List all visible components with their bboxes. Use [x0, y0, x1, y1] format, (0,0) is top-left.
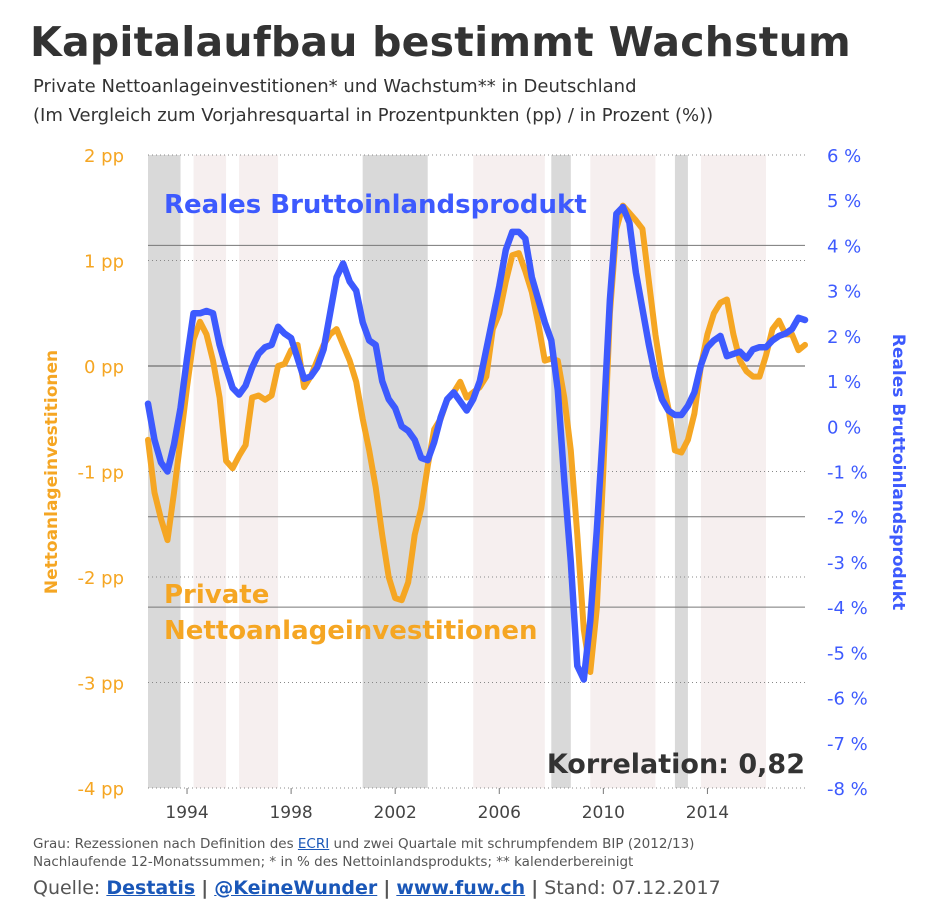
period-band — [193, 155, 227, 788]
y-right-tick-label: 6 % — [827, 146, 861, 167]
y-right-tick-label: -6 % — [827, 689, 868, 710]
y-right-tick-label: 3 % — [827, 282, 861, 303]
x-tick-label: 2006 — [478, 803, 521, 823]
x-axis-tick-labels: 1994 1998 2002 2006 2010 2014 — [165, 788, 729, 823]
y-left-tick-label: -2 pp — [77, 568, 124, 589]
source-date: Stand: 07.12.2017 — [544, 877, 721, 899]
y-right-tick-label: 4 % — [827, 236, 861, 257]
invest-series-annotation-line2: Nettoanlageinvestitionen — [164, 616, 538, 646]
y-right-tick-label: -4 % — [827, 598, 868, 619]
series-lines — [144, 202, 809, 683]
x-tick-label: 2014 — [686, 803, 729, 823]
footnote-definitions: Nachlaufende 12-Monatssummen; * in % des… — [33, 854, 634, 870]
chart-subtitle: Private Nettoanlageinvestitionen* und Wa… — [33, 76, 637, 97]
y-right-tick-label: -5 % — [827, 643, 868, 664]
separator: | — [383, 877, 391, 899]
chart-title: Kapitalaufbau bestimmt Wachstum — [30, 18, 851, 66]
chart-subtitle-units: (Im Vergleich zum Vorjahresquartal in Pr… — [33, 105, 714, 126]
source-label: Quelle: — [33, 877, 107, 899]
y-right-tick-label: 5 % — [827, 191, 861, 212]
y-left-tick-label: -1 pp — [77, 463, 124, 484]
y-left-tick-label: -3 pp — [77, 674, 124, 695]
y-right-tick-label: 2 % — [827, 327, 861, 348]
source-line: Quelle: Destatis | @KeineWunder | www.fu… — [33, 877, 721, 899]
y-right-tick-label: 0 % — [827, 417, 861, 438]
ecri-link[interactable]: ECRI — [297, 836, 330, 852]
x-tick-label: 2010 — [582, 803, 625, 823]
correlation-label: Korrelation: 0,82 — [547, 749, 805, 780]
recession-band — [674, 155, 688, 788]
left-axis-tick-labels: 2 pp 1 pp 0 pp -1 pp -2 pp -3 pp -4 pp — [77, 146, 124, 800]
y-left-tick-label: 1 pp — [84, 252, 124, 273]
x-tick-label: 1998 — [269, 803, 312, 823]
left-axis-title: Nettoanlageinvestitionen — [42, 350, 62, 594]
period-band — [239, 155, 279, 788]
separator: | — [531, 877, 539, 899]
invest-series-annotation-line1: Private — [164, 580, 269, 610]
website-link[interactable]: www.fuw.ch — [396, 877, 526, 899]
y-right-tick-label: -1 % — [827, 463, 868, 484]
y-left-tick-label: 0 pp — [84, 357, 124, 378]
footnote-text: Grau: Rezessionen nach Definition des — [33, 836, 298, 852]
footnote-text: und zwei Quartale mit schrumpfendem BIP … — [329, 836, 695, 852]
y-right-tick-label: -2 % — [827, 508, 868, 529]
right-axis-title: Reales Bruttoinlandsprodukt — [888, 334, 908, 610]
right-axis-tick-labels: 6 % 5 % 4 % 3 % 2 % 1 % 0 % -1 % -2 % -3 % -4 % -5 … — [827, 146, 868, 800]
twitter-link[interactable]: @KeineWunder — [214, 877, 378, 899]
y-right-tick-label: -8 % — [827, 779, 868, 800]
x-tick-label: 1994 — [165, 803, 208, 823]
y-right-tick-label: 1 % — [827, 372, 861, 393]
destatis-link[interactable]: Destatis — [106, 877, 196, 899]
y-left-tick-label: -4 pp — [77, 779, 124, 800]
y-right-tick-label: -3 % — [827, 553, 868, 574]
separator: | — [201, 877, 209, 899]
footnote-recessions: Grau: Rezessionen nach Definition des EC… — [33, 836, 694, 852]
y-left-tick-label: 2 pp — [84, 146, 124, 167]
gdp-series-annotation: Reales Bruttoinlandsprodukt — [164, 190, 587, 220]
y-right-tick-label: -7 % — [827, 734, 868, 755]
gdp-series-line — [144, 203, 809, 683]
x-tick-label: 2002 — [374, 803, 417, 823]
period-band — [700, 155, 766, 788]
gridlines — [148, 154, 805, 789]
